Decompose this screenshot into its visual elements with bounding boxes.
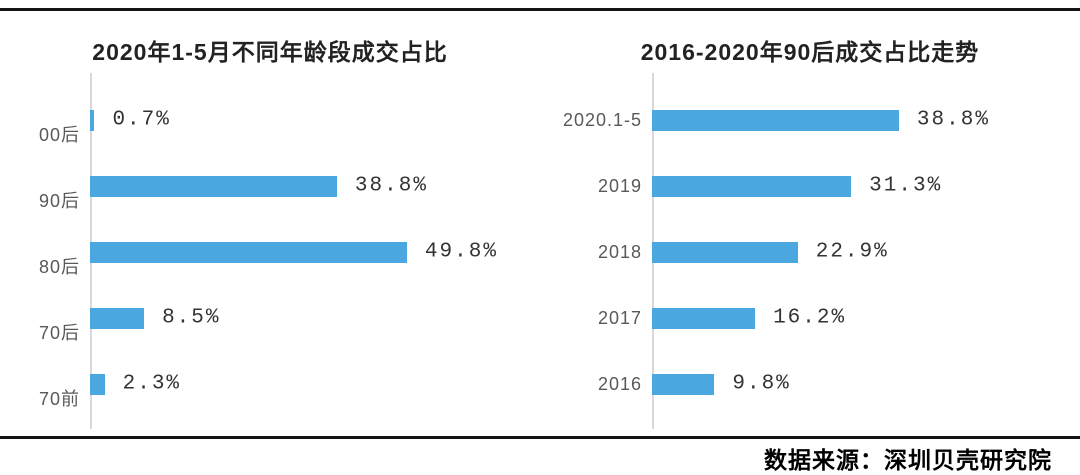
bar-row: 70前 2.3% xyxy=(0,351,540,417)
bar-track: 38.8% xyxy=(652,108,1002,132)
value-label: 49.8% xyxy=(424,240,498,264)
category-label: 00后 xyxy=(38,125,80,145)
bar-track: 22.9% xyxy=(652,240,1002,264)
bar-track: 2.3% xyxy=(90,372,440,396)
value-label: 22.9% xyxy=(815,240,889,264)
plot-area: 00后 0.7% 90后 38.8% 80后 xyxy=(0,73,540,429)
value-label: 31.3% xyxy=(869,174,943,198)
value-label: 38.8% xyxy=(916,108,990,132)
value-label: 38.8% xyxy=(354,174,428,198)
bar xyxy=(652,175,852,197)
bar xyxy=(90,175,337,197)
bar-row: 2018 22.9% xyxy=(540,219,1080,285)
top-rule xyxy=(0,8,1080,11)
value-label: 0.7% xyxy=(112,108,171,132)
value-label: 16.2% xyxy=(773,306,847,330)
category-label: 2020.1-5 xyxy=(562,109,642,130)
category-label: 70后 xyxy=(38,323,80,343)
category-label: 70前 xyxy=(38,389,80,409)
category-label: 2017 xyxy=(597,307,642,328)
bar-track: 16.2% xyxy=(652,306,1002,330)
value-label: 8.5% xyxy=(162,306,221,330)
bar-track: 0.7% xyxy=(90,108,440,132)
bar-row: 2020.1-5 38.8% xyxy=(540,87,1080,153)
bottom-rule xyxy=(0,436,1080,439)
bar-track: 49.8% xyxy=(90,241,496,264)
bar-row: 2019 31.3% xyxy=(540,153,1080,219)
chart-post90s-trend: 2016-2020年90后成交占比走势 2020.1-5 38.8% 2019 … xyxy=(540,11,1080,429)
value-label: 9.8% xyxy=(732,372,791,396)
bar xyxy=(90,109,95,131)
bar xyxy=(652,109,899,131)
chart-title: 2020年1-5月不同年龄段成交占比 xyxy=(92,39,448,65)
charts-container: 2020年1-5月不同年龄段成交占比 00后 0.7% 90后 38.8% xyxy=(0,11,1080,429)
category-label: 80后 xyxy=(38,257,80,277)
bar xyxy=(652,373,715,395)
category-label: 2018 xyxy=(597,241,642,262)
bar-row: 2016 9.8% xyxy=(540,351,1080,417)
bar xyxy=(90,241,407,263)
bar xyxy=(90,307,145,329)
plot-area: 2020.1-5 38.8% 2019 31.3% 2018 xyxy=(540,73,1080,429)
bar-row: 80后 49.8% xyxy=(0,219,540,285)
bar-track: 8.5% xyxy=(90,306,440,330)
chart-age-share: 2020年1-5月不同年龄段成交占比 00后 0.7% 90后 38.8% xyxy=(0,11,540,429)
bar-track: 9.8% xyxy=(652,372,1002,396)
category-label: 2016 xyxy=(597,373,642,394)
value-label: 2.3% xyxy=(122,372,182,396)
chart-title: 2016-2020年90后成交占比走势 xyxy=(640,39,980,65)
bar xyxy=(652,307,756,329)
bar-track: 38.8% xyxy=(90,174,440,198)
category-label: 2019 xyxy=(597,175,642,196)
bar-row: 90后 38.8% xyxy=(0,153,540,219)
bar-row: 00后 0.7% xyxy=(0,87,540,153)
bar-row: 2017 16.2% xyxy=(540,285,1080,351)
data-source-credit: 数据来源：深圳贝壳研究院 xyxy=(764,447,1052,473)
bar-row: 70后 8.5% xyxy=(0,285,540,351)
bar-track: 31.3% xyxy=(652,174,1002,198)
category-label: 90后 xyxy=(38,191,80,211)
bar xyxy=(652,241,798,263)
bar xyxy=(90,373,105,395)
